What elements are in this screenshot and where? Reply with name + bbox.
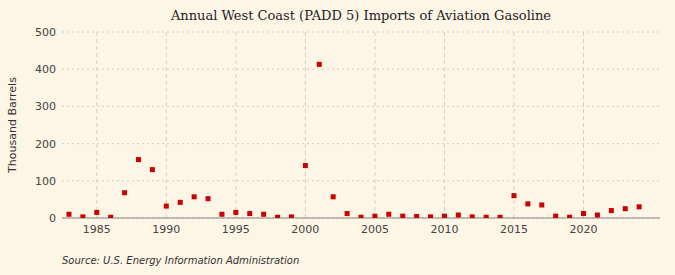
x-tick-label: 2000 <box>291 223 319 236</box>
point <box>233 210 238 215</box>
point <box>136 157 141 162</box>
point <box>414 214 419 218</box>
x-grid-line <box>235 32 236 218</box>
axes: 0 100 200 300 400 500 1985 1990 1995 2000 2005 2010… <box>35 26 660 236</box>
point <box>595 213 600 218</box>
point <box>289 214 294 218</box>
y-grid-line <box>62 143 660 144</box>
point <box>66 212 71 217</box>
point <box>372 214 377 218</box>
point <box>498 215 503 218</box>
point <box>581 211 586 216</box>
point <box>525 201 530 206</box>
point <box>261 212 266 217</box>
y-tick-label: 100 <box>35 175 56 188</box>
point <box>470 214 475 218</box>
point <box>178 200 183 205</box>
point <box>442 214 447 218</box>
y-grid-line <box>62 180 660 181</box>
point <box>511 193 516 198</box>
chart-container: 0 100 200 300 400 500 1985 1990 1995 2000 2005 2010… <box>0 0 675 275</box>
point <box>484 215 489 218</box>
point <box>456 213 461 218</box>
point <box>94 210 99 215</box>
point <box>637 204 642 209</box>
x-tick-label: 1990 <box>152 223 180 236</box>
point <box>206 196 211 201</box>
point <box>539 202 544 207</box>
x-tick-label: 1985 <box>83 223 111 236</box>
point <box>122 190 127 195</box>
y-grid-line <box>62 106 660 107</box>
point <box>108 215 113 218</box>
point <box>303 163 308 168</box>
y-grid-line <box>62 32 660 33</box>
x-grid-line <box>96 32 97 218</box>
y-tick-label: 300 <box>35 100 56 113</box>
y-tick-label: 500 <box>35 26 56 39</box>
x-tick-label: 2015 <box>500 223 528 236</box>
y-grid-line <box>62 69 660 70</box>
point <box>567 215 572 218</box>
point <box>80 214 85 218</box>
point <box>386 212 391 217</box>
point <box>164 204 169 209</box>
x-grid-line <box>374 32 375 218</box>
x-tick-label: 2005 <box>361 223 389 236</box>
point <box>331 194 336 199</box>
point <box>247 211 252 216</box>
y-tick-label: 0 <box>49 212 56 225</box>
x-grid-line <box>513 32 514 218</box>
title: Annual West Coast (PADD 5) Imports of Av… <box>170 8 551 23</box>
chart-svg: 0 100 200 300 400 500 1985 1990 1995 2000 2005 2010… <box>0 0 675 275</box>
point <box>219 212 224 217</box>
point <box>553 214 558 218</box>
point <box>400 214 405 218</box>
grid <box>62 32 660 218</box>
source-note: Source: U.S. Energy Information Administ… <box>62 255 299 266</box>
point <box>192 194 197 199</box>
x-grid-line <box>305 32 306 218</box>
point <box>150 167 155 172</box>
point <box>359 215 364 218</box>
x-grid-line <box>583 32 584 218</box>
point <box>428 214 433 218</box>
points <box>66 62 641 218</box>
point <box>345 211 350 216</box>
point <box>275 215 280 218</box>
x-tick-label: 2010 <box>430 223 458 236</box>
x-grid-line <box>166 32 167 218</box>
x-tick-label: 1995 <box>222 223 250 236</box>
y-axis-label: Thousand Barrels <box>6 77 19 174</box>
point <box>317 62 322 67</box>
point <box>609 208 614 213</box>
x-tick-label: 2020 <box>570 223 598 236</box>
background <box>0 0 675 275</box>
x-grid-line <box>444 32 445 218</box>
y-tick-label: 400 <box>35 63 56 76</box>
y-tick-label: 200 <box>35 138 56 151</box>
point <box>623 206 628 211</box>
